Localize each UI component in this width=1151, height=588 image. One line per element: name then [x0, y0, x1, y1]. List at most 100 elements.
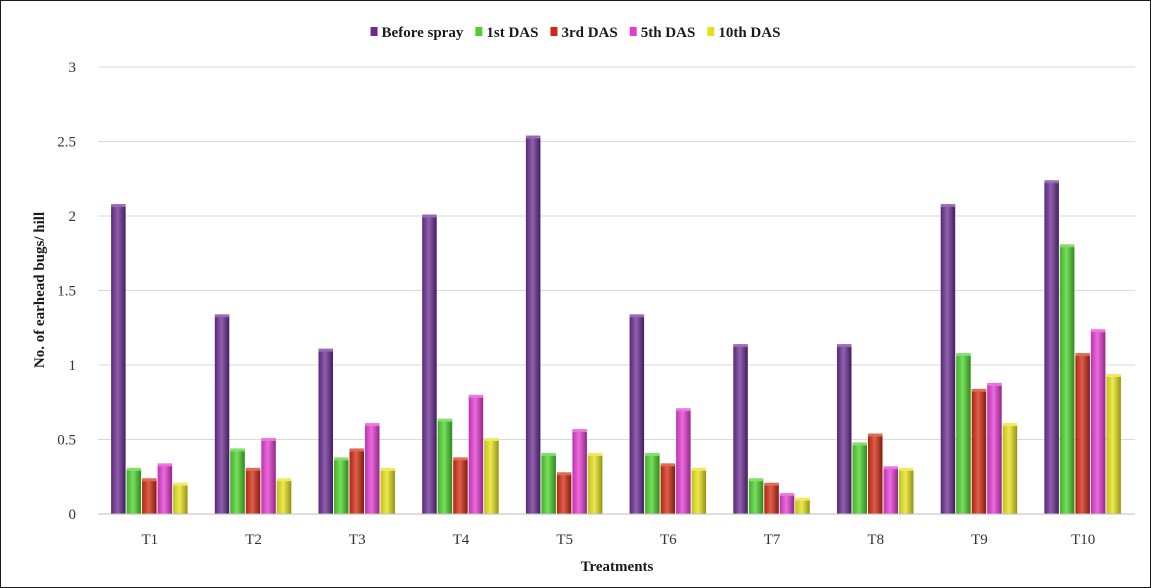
bar-cap: [525, 135, 541, 139]
x-tick-label: T2: [245, 532, 262, 548]
bar: [676, 409, 691, 514]
bar-cap: [334, 457, 349, 461]
bar: [1106, 375, 1121, 514]
legend-swatch: [370, 27, 378, 36]
bar: [365, 424, 380, 514]
bar-cap: [629, 314, 645, 318]
y-tick-label: 2: [69, 209, 77, 225]
bar: [525, 137, 541, 514]
bar: [629, 315, 645, 514]
bar-cap: [111, 204, 126, 208]
bar: [334, 458, 349, 514]
bar-cap: [971, 388, 987, 392]
bar-cap: [645, 452, 660, 456]
bar: [214, 315, 230, 514]
bar: [380, 469, 395, 514]
bar: [437, 420, 453, 514]
bar-cap: [437, 418, 453, 422]
bar-cap: [1075, 353, 1090, 357]
bar-cap: [541, 452, 556, 456]
bar: [645, 454, 660, 514]
legend-label: Before spray: [382, 25, 464, 41]
bar: [468, 396, 484, 514]
bar-cap: [676, 408, 691, 412]
bar: [1090, 330, 1106, 514]
bar-cap: [748, 478, 764, 482]
bar: [779, 494, 795, 514]
bar-cap: [365, 423, 380, 427]
bar-cap: [764, 482, 779, 486]
bar-cap: [1059, 244, 1075, 248]
bar-cap: [173, 482, 188, 486]
x-axis-ticks: T1 T2 T3 T4 T5 T6 T7 T8 T9 T10: [142, 532, 1096, 548]
legend-label: 1st DAS: [486, 25, 538, 41]
bar: [748, 479, 764, 514]
bar: [541, 454, 556, 514]
bar-cap: [660, 463, 676, 467]
bar-cap: [795, 497, 810, 501]
bar-cap: [1002, 423, 1018, 427]
bar: [572, 430, 587, 514]
y-axis-ticks: 0 0.5 1 1.5 2 2.5 3: [57, 60, 76, 523]
bar: [484, 439, 499, 514]
x-tick-label: T5: [556, 532, 573, 548]
legend-label: 3rd DAS: [561, 25, 617, 41]
bar: [245, 469, 261, 514]
bar: [1075, 354, 1090, 514]
bar: [453, 458, 468, 514]
bar-cap: [779, 493, 795, 497]
bars: [111, 135, 1121, 515]
bar-cap: [1090, 329, 1106, 333]
bar-cap: [453, 457, 468, 461]
x-axis-title: Treatments: [581, 559, 654, 575]
x-tick-label: T3: [349, 532, 366, 548]
bar: [318, 350, 333, 514]
bar: [587, 454, 603, 514]
bar-cap: [987, 382, 1002, 386]
bar: [837, 345, 852, 514]
bar-cap: [899, 467, 914, 471]
bar: [883, 467, 898, 514]
bar-cap: [572, 429, 587, 433]
bar: [1002, 424, 1018, 514]
legend-swatch: [550, 27, 558, 36]
bar: [899, 469, 914, 514]
bar: [795, 499, 810, 514]
bar-cap: [883, 466, 898, 470]
y-tick-label: 2.5: [57, 135, 76, 151]
bar-cap: [868, 433, 883, 437]
bar-cap: [940, 204, 956, 208]
x-tick-label: T1: [142, 532, 159, 548]
bar: [733, 345, 748, 514]
bar-cap: [276, 478, 292, 482]
bar: [764, 484, 779, 514]
bar: [142, 479, 157, 514]
x-tick-label: T4: [453, 532, 470, 548]
bar: [261, 439, 276, 514]
x-tick-label: T10: [1071, 532, 1095, 548]
bar-cap: [556, 472, 572, 476]
bar: [111, 205, 126, 514]
bar: [868, 435, 883, 514]
y-axis-title: No. of earhead bugs/ hill: [32, 212, 48, 368]
bar-cap: [587, 452, 603, 456]
legend-label: 5th DAS: [641, 25, 696, 41]
bar-cap: [142, 478, 157, 482]
legend-swatch: [707, 27, 715, 36]
bar: [660, 464, 676, 514]
y-tick-label: 0: [69, 507, 77, 523]
y-tick-label: 1.5: [57, 284, 76, 300]
bar-cap: [468, 394, 484, 398]
bar-cap: [380, 467, 395, 471]
bar: [157, 464, 173, 514]
x-tick-label: T9: [971, 532, 988, 548]
bar-cap: [1044, 180, 1059, 184]
bar-cap: [245, 467, 261, 471]
bar-cap: [1106, 373, 1121, 377]
bar-cap: [157, 463, 173, 467]
bar-cap: [484, 438, 499, 441]
legend-swatch: [629, 27, 637, 36]
bar: [1044, 181, 1059, 515]
y-tick-label: 3: [69, 60, 77, 76]
